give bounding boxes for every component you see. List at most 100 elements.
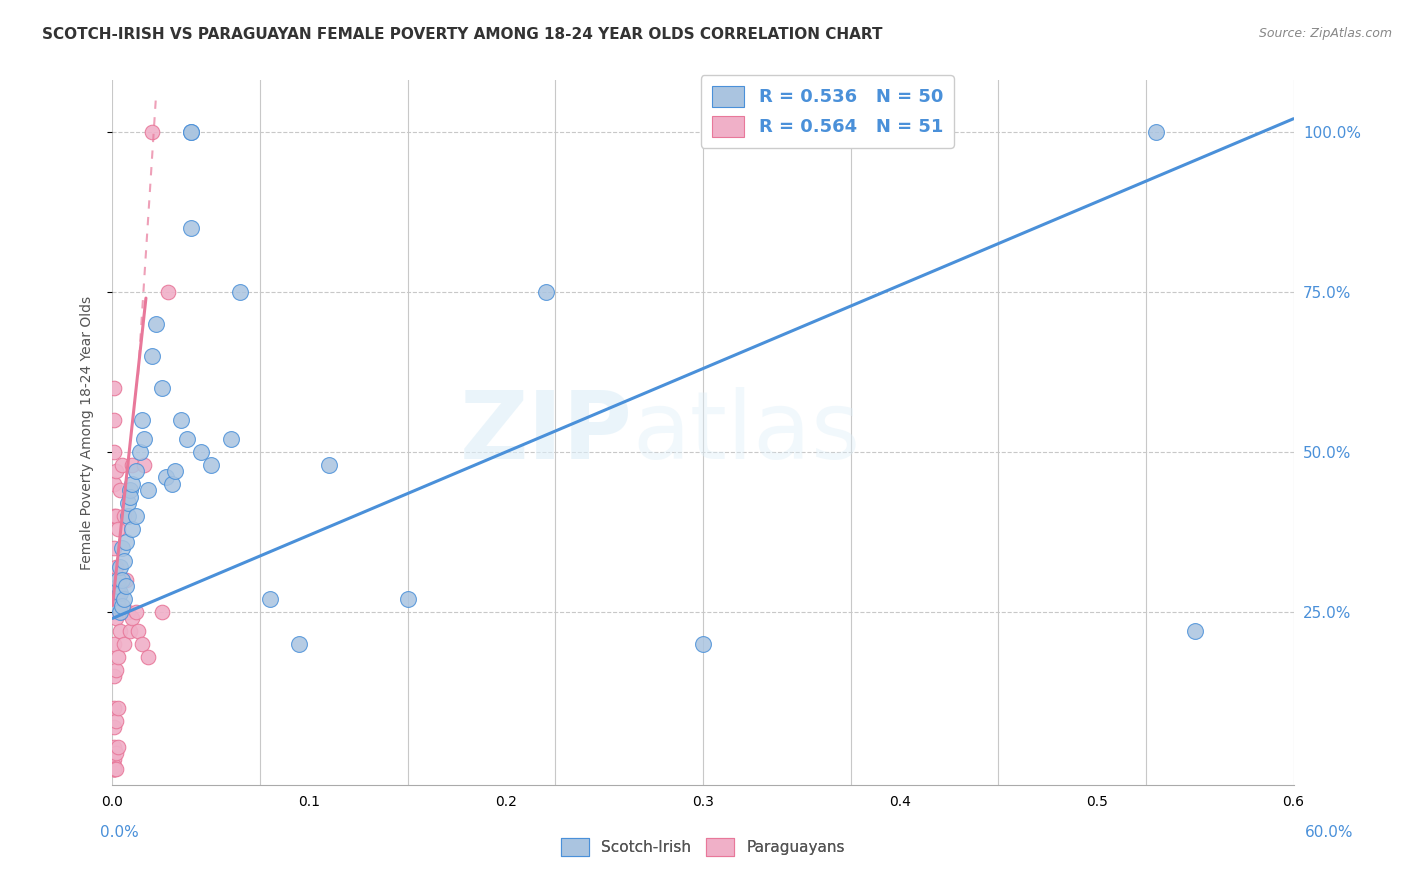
- Point: [103, 445, 125, 459]
- Point: [110, 560, 132, 574]
- Point: [105, 762, 128, 776]
- Point: [107, 522, 129, 536]
- Point: [103, 381, 125, 395]
- Point: [107, 649, 129, 664]
- Point: [125, 605, 148, 619]
- Point: [219, 432, 242, 446]
- Point: [103, 541, 125, 555]
- Point: [107, 579, 129, 593]
- Point: [112, 554, 135, 568]
- Point: [136, 483, 159, 498]
- Point: [131, 637, 153, 651]
- Point: [534, 285, 557, 299]
- Point: [107, 573, 129, 587]
- Point: [120, 624, 142, 639]
- Point: [105, 714, 128, 728]
- Point: [136, 649, 159, 664]
- Point: [125, 464, 148, 478]
- Point: [103, 669, 125, 683]
- Point: [121, 458, 143, 472]
- Point: [176, 432, 198, 446]
- Point: [259, 592, 281, 607]
- Point: [103, 508, 125, 523]
- Point: [111, 541, 134, 555]
- Point: [112, 637, 135, 651]
- Point: [160, 476, 183, 491]
- Point: [127, 624, 149, 639]
- Point: [103, 762, 125, 776]
- Point: [115, 573, 138, 587]
- Point: [105, 746, 128, 760]
- Point: [190, 445, 212, 459]
- Point: [111, 458, 134, 472]
- Point: [121, 522, 143, 536]
- Point: [103, 752, 125, 766]
- Point: [107, 586, 129, 600]
- Point: [121, 611, 143, 625]
- Point: [155, 470, 177, 484]
- Text: atlas: atlas: [633, 386, 860, 479]
- Point: [103, 605, 125, 619]
- Point: [150, 381, 173, 395]
- Point: [170, 413, 193, 427]
- Point: [180, 124, 202, 138]
- Point: [117, 508, 139, 523]
- Point: [111, 599, 134, 613]
- Point: [107, 586, 129, 600]
- Point: [105, 611, 128, 625]
- Point: [120, 483, 142, 498]
- Point: [396, 592, 419, 607]
- Point: [103, 762, 125, 776]
- Text: 0.0%: 0.0%: [100, 825, 139, 840]
- Point: [141, 124, 163, 138]
- Point: [103, 720, 125, 734]
- Point: [110, 586, 132, 600]
- Point: [318, 458, 340, 472]
- Point: [156, 285, 179, 299]
- Point: [103, 739, 125, 754]
- Point: [103, 413, 125, 427]
- Point: [105, 508, 128, 523]
- Point: [105, 464, 128, 478]
- Point: [103, 758, 125, 772]
- Point: [131, 413, 153, 427]
- Point: [692, 637, 714, 651]
- Point: [105, 663, 128, 677]
- Text: ZIP: ZIP: [460, 386, 633, 479]
- Point: [165, 464, 187, 478]
- Point: [107, 701, 129, 715]
- Point: [103, 762, 125, 776]
- Point: [103, 637, 125, 651]
- Point: [103, 573, 125, 587]
- Point: [200, 458, 222, 472]
- Point: [110, 624, 132, 639]
- Point: [107, 739, 129, 754]
- Point: [117, 496, 139, 510]
- Point: [111, 573, 134, 587]
- Point: [141, 349, 163, 363]
- Point: [1184, 624, 1206, 639]
- Point: [103, 762, 125, 776]
- Point: [111, 605, 134, 619]
- Point: [145, 317, 167, 331]
- Point: [110, 483, 132, 498]
- Point: [1144, 124, 1167, 138]
- Point: [132, 432, 155, 446]
- Point: [180, 124, 202, 138]
- Point: [112, 592, 135, 607]
- Text: SCOTCH-IRISH VS PARAGUAYAN FEMALE POVERTY AMONG 18-24 YEAR OLDS CORRELATION CHAR: SCOTCH-IRISH VS PARAGUAYAN FEMALE POVERT…: [42, 27, 883, 42]
- Point: [105, 560, 128, 574]
- Point: [103, 476, 125, 491]
- Point: [110, 605, 132, 619]
- Point: [125, 508, 148, 523]
- Text: 60.0%: 60.0%: [1305, 825, 1353, 840]
- Point: [288, 637, 311, 651]
- Point: [107, 592, 129, 607]
- Point: [115, 579, 138, 593]
- Text: Source: ZipAtlas.com: Source: ZipAtlas.com: [1258, 27, 1392, 40]
- Y-axis label: Female Poverty Among 18-24 Year Olds: Female Poverty Among 18-24 Year Olds: [80, 295, 94, 570]
- Point: [229, 285, 252, 299]
- Point: [115, 534, 138, 549]
- Point: [103, 701, 125, 715]
- Point: [117, 605, 139, 619]
